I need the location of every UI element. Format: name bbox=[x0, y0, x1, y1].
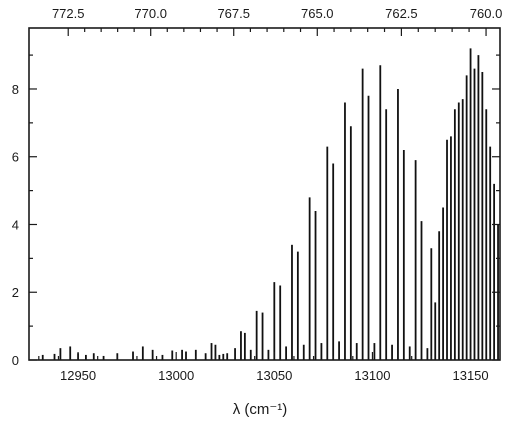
x-tick-label: 13150 bbox=[452, 368, 488, 383]
spectral-lines bbox=[41, 48, 499, 360]
x-tick-label: 13000 bbox=[158, 368, 194, 383]
y-tick-label: 0 bbox=[12, 353, 19, 368]
tick-labels: 12950 13000 13050 13100 13150 0 2 4 6 8 772.5 770.0… bbox=[12, 6, 503, 383]
y-tick-label: 6 bbox=[12, 150, 19, 165]
y-tick-label: 8 bbox=[12, 82, 19, 97]
plot-frame bbox=[28, 27, 501, 361]
top-tick-label: 770.0 bbox=[134, 6, 167, 21]
x-axis-title: λ (cm⁻¹) bbox=[233, 401, 288, 418]
x-tick-label: 13100 bbox=[354, 368, 390, 383]
x-tick-label: 12950 bbox=[60, 368, 96, 383]
top-tick-label: 772.5 bbox=[52, 6, 85, 21]
top-tick-label: 760.0 bbox=[470, 6, 503, 21]
axis-ticks bbox=[29, 28, 500, 361]
y-tick-label: 4 bbox=[12, 217, 19, 232]
x-tick-label: 13050 bbox=[256, 368, 292, 383]
top-tick-label: 765.0 bbox=[301, 6, 334, 21]
y-tick-label: 2 bbox=[12, 285, 19, 300]
top-tick-label: 762.5 bbox=[385, 6, 418, 21]
top-tick-label: 767.5 bbox=[217, 6, 250, 21]
